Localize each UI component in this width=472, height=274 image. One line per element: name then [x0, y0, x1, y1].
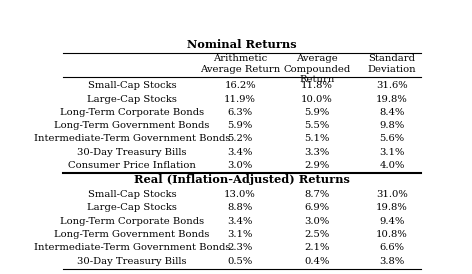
Text: 5.6%: 5.6% [379, 135, 405, 143]
Text: 2.3%: 2.3% [228, 243, 253, 252]
Text: Large-Cap Stocks: Large-Cap Stocks [87, 95, 177, 104]
Text: 3.3%: 3.3% [304, 148, 329, 157]
Text: 3.1%: 3.1% [379, 148, 405, 157]
Text: 30-Day Treasury Bills: 30-Day Treasury Bills [77, 256, 187, 266]
Text: 5.9%: 5.9% [228, 121, 253, 130]
Text: 5.2%: 5.2% [228, 135, 253, 143]
Text: 4.0%: 4.0% [379, 161, 405, 170]
Text: Long-Term Corporate Bonds: Long-Term Corporate Bonds [60, 217, 204, 226]
Text: Small-Cap Stocks: Small-Cap Stocks [88, 190, 177, 199]
Text: Intermediate-Term Government Bonds: Intermediate-Term Government Bonds [34, 243, 230, 252]
Text: 9.8%: 9.8% [379, 121, 405, 130]
Text: 3.0%: 3.0% [304, 217, 329, 226]
Text: Small-Cap Stocks: Small-Cap Stocks [88, 81, 177, 90]
Text: 8.4%: 8.4% [379, 108, 405, 117]
Text: 10.0%: 10.0% [301, 95, 333, 104]
Text: 5.9%: 5.9% [304, 108, 329, 117]
Text: 2.9%: 2.9% [304, 161, 329, 170]
Text: 13.0%: 13.0% [224, 190, 256, 199]
Text: 19.8%: 19.8% [376, 95, 408, 104]
Text: Average
Compounded
Return: Average Compounded Return [283, 54, 351, 84]
Text: 3.4%: 3.4% [228, 217, 253, 226]
Text: 6.9%: 6.9% [304, 203, 329, 212]
Text: 10.8%: 10.8% [376, 230, 408, 239]
Text: 5.1%: 5.1% [304, 135, 329, 143]
Text: Long-Term Government Bonds: Long-Term Government Bonds [54, 121, 210, 130]
Text: 3.0%: 3.0% [228, 161, 253, 170]
Text: Real (Inflation-Adjusted) Returns: Real (Inflation-Adjusted) Returns [134, 174, 350, 185]
Text: 5.5%: 5.5% [304, 121, 329, 130]
Text: Intermediate-Term Government Bonds: Intermediate-Term Government Bonds [34, 135, 230, 143]
Text: Large-Cap Stocks: Large-Cap Stocks [87, 203, 177, 212]
Text: 30-Day Treasury Bills: 30-Day Treasury Bills [77, 148, 187, 157]
Text: 19.8%: 19.8% [376, 203, 408, 212]
Text: 16.2%: 16.2% [224, 81, 256, 90]
Text: Consumer Price Inflation: Consumer Price Inflation [68, 161, 196, 170]
Text: 31.0%: 31.0% [376, 190, 408, 199]
Text: 0.4%: 0.4% [304, 256, 329, 266]
Text: 8.7%: 8.7% [304, 190, 329, 199]
Text: 8.8%: 8.8% [228, 203, 253, 212]
Text: 31.6%: 31.6% [376, 81, 408, 90]
Text: 3.1%: 3.1% [228, 230, 253, 239]
Text: Arithmetic
Average Return: Arithmetic Average Return [200, 54, 280, 74]
Text: 6.6%: 6.6% [379, 243, 405, 252]
Text: 11.8%: 11.8% [301, 81, 333, 90]
Text: Standard
Deviation: Standard Deviation [368, 54, 416, 74]
Text: 3.8%: 3.8% [379, 256, 405, 266]
Text: Long-Term Government Bonds: Long-Term Government Bonds [54, 230, 210, 239]
Text: 2.5%: 2.5% [304, 230, 329, 239]
Text: Long-Term Corporate Bonds: Long-Term Corporate Bonds [60, 108, 204, 117]
Text: 6.3%: 6.3% [228, 108, 253, 117]
Text: 9.4%: 9.4% [379, 217, 405, 226]
Text: 3.4%: 3.4% [228, 148, 253, 157]
Text: 0.5%: 0.5% [228, 256, 253, 266]
Text: Nominal Returns: Nominal Returns [187, 39, 297, 50]
Text: 2.1%: 2.1% [304, 243, 329, 252]
Text: 11.9%: 11.9% [224, 95, 256, 104]
